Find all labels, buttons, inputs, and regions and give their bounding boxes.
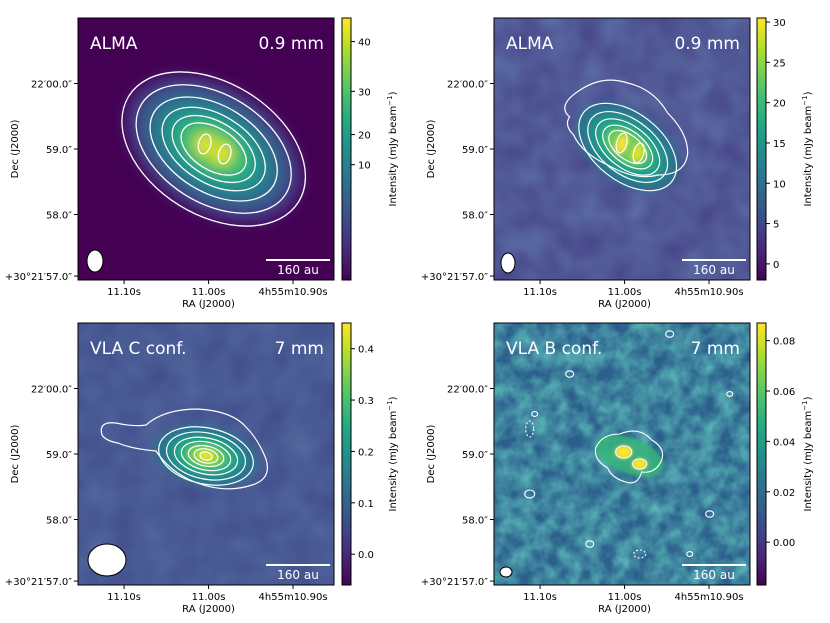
scalebar-label: 160 au xyxy=(277,263,319,277)
colorbar-label: Intensity (mJy beam−1) xyxy=(801,396,814,511)
wavelength-label: 0.9 mm xyxy=(674,34,740,54)
colorbar-label: Intensity (mJy beam−1) xyxy=(801,91,814,206)
x-tick-label: 11.10s xyxy=(523,592,557,603)
colorbar-tick-label: 15 xyxy=(773,139,786,150)
colorbar-tick-label: 10 xyxy=(773,179,786,190)
x-tick-label: 4h55m10.90s xyxy=(259,592,328,603)
colorbar-tick-label: 0.2 xyxy=(358,447,374,458)
panel-1: 160 au ALMA 0.9 mm 11.10s 11.00s 4h55m10.90s R… xyxy=(5,17,399,310)
contours xyxy=(121,71,307,227)
colorbar-tick-label: 0.3 xyxy=(358,396,374,407)
panel-4: 160 au VLA B conf. 7 mm 11.10s 11.00s 4h55m10… xyxy=(421,322,814,615)
y-tick-label: 22′00.0″ xyxy=(447,385,488,396)
panel-3: 160 au VLA C conf. 7 mm 11.10s 11.00s 4h55m10… xyxy=(5,322,399,615)
colorbar-tick-label: 20 xyxy=(358,131,371,142)
y-tick-label: +30°21′57.0″ xyxy=(5,577,72,588)
y-axis-label: Dec (J2000) xyxy=(426,120,437,179)
contours xyxy=(564,79,689,192)
instrument-label: VLA C conf. xyxy=(90,339,186,359)
instrument-label: ALMA xyxy=(90,34,138,54)
x-tick-label: 4h55m10.90s xyxy=(675,287,744,298)
colorbar-tick-label: 0.02 xyxy=(773,488,795,499)
x-axis-label: RA (J2000) xyxy=(598,604,651,615)
beam-ellipse xyxy=(500,252,516,274)
colorbar-tick-label: 20 xyxy=(773,99,786,110)
y-axis-label: Dec (J2000) xyxy=(10,425,21,484)
wavelength-label: 7 mm xyxy=(275,339,324,359)
intensity-map xyxy=(494,323,750,585)
y-tick-label: +30°21′57.0″ xyxy=(421,272,488,283)
y-tick-label: +30°21′57.0″ xyxy=(5,272,72,283)
scalebar-label: 160 au xyxy=(693,568,735,582)
x-tick-label: 11.10s xyxy=(107,592,141,603)
colorbar-tick-label: 5 xyxy=(773,220,779,231)
y-tick-label: 59.0″ xyxy=(46,145,72,156)
colorbar-tick-label: 30 xyxy=(773,18,786,29)
y-tick-label: 22′00.0″ xyxy=(31,385,72,396)
scalebar-label: 160 au xyxy=(277,568,319,582)
y-tick-label: 58.0″ xyxy=(46,516,72,527)
colorbar-tick-label: 0.4 xyxy=(358,345,374,356)
y-tick-label: 22′00.0″ xyxy=(447,80,488,91)
colorbar-tick-label: 0.1 xyxy=(358,499,374,510)
intensity-map xyxy=(78,323,334,585)
colorbar xyxy=(756,17,767,281)
colorbar-tick-label: 25 xyxy=(773,58,786,69)
colorbar-tick-label: 0.0 xyxy=(358,550,374,561)
colorbar xyxy=(341,322,352,586)
beam-ellipse xyxy=(499,566,513,578)
intensity-map xyxy=(78,18,334,280)
wavelength-label: 0.9 mm xyxy=(258,34,324,54)
colorbar-tick-label: 0.08 xyxy=(773,337,795,348)
colorbar-tick-label: 0 xyxy=(773,260,779,271)
x-tick-label: 4h55m10.90s xyxy=(259,287,328,298)
contours xyxy=(524,330,734,559)
colorbar xyxy=(341,17,352,281)
colorbar-tick-label: 0.06 xyxy=(773,387,795,398)
y-tick-label: +30°21′57.0″ xyxy=(421,577,488,588)
y-tick-label: 59.0″ xyxy=(462,145,488,156)
intensity-map xyxy=(494,18,750,280)
y-tick-label: 58.0″ xyxy=(462,516,488,527)
beam-ellipse xyxy=(86,249,104,273)
colorbar-tick-label: 0.04 xyxy=(773,437,795,448)
x-axis-label: RA (J2000) xyxy=(598,299,651,310)
y-tick-label: 59.0″ xyxy=(462,450,488,461)
x-tick-label: 11.00s xyxy=(192,287,226,298)
y-tick-label: 22′00.0″ xyxy=(31,80,72,91)
colorbar xyxy=(756,322,767,586)
x-tick-label: 11.10s xyxy=(523,287,557,298)
x-tick-label: 11.00s xyxy=(608,592,642,603)
y-axis-label: Dec (J2000) xyxy=(426,425,437,484)
instrument-label: VLA B conf. xyxy=(506,339,602,359)
y-axis-label: Dec (J2000) xyxy=(10,120,21,179)
colorbar-label: Intensity (mJy beam−1) xyxy=(386,91,399,206)
colorbar-tick-label: 40 xyxy=(358,38,371,49)
y-tick-label: 58.0″ xyxy=(462,211,488,222)
y-tick-label: 58.0″ xyxy=(46,211,72,222)
instrument-label: ALMA xyxy=(506,34,554,54)
x-tick-label: 4h55m10.90s xyxy=(675,592,744,603)
panel-2: 160 au ALMA 0.9 mm 11.10s 11.00s 4h55m10.90s R… xyxy=(421,17,814,310)
contours xyxy=(100,408,268,490)
colorbar-label: Intensity (mJy beam−1) xyxy=(386,396,399,511)
x-tick-label: 11.00s xyxy=(608,287,642,298)
colorbar-tick-label: 30 xyxy=(358,87,371,98)
colorbar-tick-label: 10 xyxy=(358,161,371,172)
colorbar-tick-label: 0.00 xyxy=(773,538,795,549)
beam-ellipse xyxy=(87,543,127,577)
scalebar-label: 160 au xyxy=(693,263,735,277)
y-tick-label: 59.0″ xyxy=(46,450,72,461)
x-tick-label: 11.00s xyxy=(192,592,226,603)
x-tick-label: 11.10s xyxy=(107,287,141,298)
x-axis-label: RA (J2000) xyxy=(182,604,235,615)
wavelength-label: 7 mm xyxy=(691,339,740,359)
x-axis-label: RA (J2000) xyxy=(182,299,235,310)
